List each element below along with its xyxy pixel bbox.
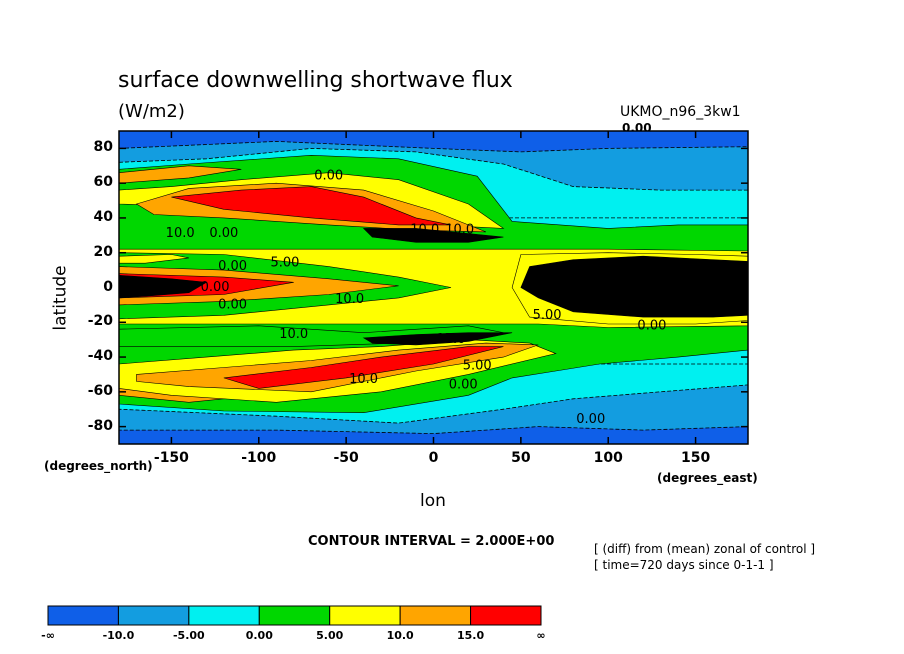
- x-tick-label: -100: [241, 450, 277, 466]
- contour-region-level-7: [362, 228, 504, 243]
- colorbar-swatch: [470, 605, 542, 626]
- colorbar-label: -5.00: [172, 629, 205, 642]
- colorbar-label: 5.00: [316, 629, 344, 642]
- x-axis-unit: (degrees_east): [657, 471, 758, 485]
- y-tick-label: 0: [103, 278, 113, 295]
- contour-interval: CONTOUR INTERVAL = 2.000E+00: [308, 534, 555, 549]
- contour-label: 5.00: [533, 308, 562, 323]
- y-tick-label: 40: [93, 208, 113, 225]
- contour-region-level-7: [362, 332, 513, 346]
- contour-label: 10.0: [349, 372, 378, 387]
- x-tick-label: 150: [680, 450, 711, 466]
- contour-label: 0.00: [218, 297, 247, 312]
- colorbar-label: 15.0: [456, 629, 485, 642]
- y-tick-label: 60: [93, 174, 113, 191]
- contour-label: 5.00: [463, 358, 492, 373]
- contour-label: 0.00: [449, 377, 478, 392]
- y-tick-label: -60: [87, 382, 113, 399]
- contour-label: 10.0: [335, 292, 364, 307]
- x-tick-label: -150: [153, 450, 189, 466]
- colorbar-label: -10.0: [102, 629, 135, 642]
- y-tick-label: 80: [93, 139, 113, 156]
- chart-units: (W/m2): [118, 101, 185, 122]
- chart-title: surface downwelling shortwave flux: [118, 68, 513, 93]
- colorbar-swatch: [117, 605, 190, 626]
- contour-region-level-4: [119, 254, 189, 264]
- contour-label: 15.0: [436, 332, 465, 347]
- colorbar-swatch: [258, 605, 331, 626]
- contour-region-level-6: [223, 346, 504, 389]
- contour-region-level-5: [119, 165, 242, 184]
- colorbar-label: -∞: [41, 629, 55, 642]
- colorbar-swatch: [329, 605, 401, 626]
- y-tick-label: -80: [87, 417, 113, 434]
- colorbar-label: ∞: [536, 629, 546, 642]
- contour-label: 10.0: [166, 226, 195, 241]
- contour-label: 10.0: [445, 223, 474, 238]
- y-tick-label: 20: [93, 243, 113, 260]
- x-tick-label: 0: [428, 450, 439, 466]
- x-tick-label: -50: [333, 450, 359, 466]
- contour-region-level-7: [119, 274, 208, 299]
- contour-label: 0.00: [637, 318, 666, 333]
- model-name: UKMO_n96_3kw1: [620, 104, 741, 120]
- x-tick-label: 100: [593, 450, 623, 466]
- x-tick-label: 50: [511, 450, 531, 466]
- x-axis-label: lon: [420, 491, 446, 511]
- contour-label: 10.0: [410, 223, 439, 238]
- contour-label: 5.00: [271, 256, 300, 271]
- y-tick-label: -40: [87, 348, 113, 365]
- contour-region-level-7: [520, 255, 748, 318]
- contour-label: 0.00: [314, 169, 343, 184]
- contour-region-level-6: [171, 186, 452, 226]
- contour-label: 0.00: [209, 226, 238, 241]
- note-time: [ time=720 days since 0-1-1 ]: [594, 558, 774, 572]
- colorbar-swatch: [188, 605, 260, 626]
- contour-label: 0.00: [218, 259, 247, 274]
- contour-label: 0.00: [576, 412, 605, 427]
- colorbar-label: 0.00: [245, 629, 273, 642]
- contour-label: 0.00: [201, 280, 230, 295]
- colorbar-swatch: [47, 605, 119, 626]
- colorbar-swatch: [399, 605, 472, 626]
- contour-label: 10.0: [279, 327, 308, 342]
- y-axis-unit: (degrees_north): [44, 459, 153, 473]
- y-tick-label: -20: [87, 313, 113, 330]
- colorbar-label: 10.0: [386, 629, 414, 642]
- note-diff: [ (diff) from (mean) zonal of control ]: [594, 542, 816, 556]
